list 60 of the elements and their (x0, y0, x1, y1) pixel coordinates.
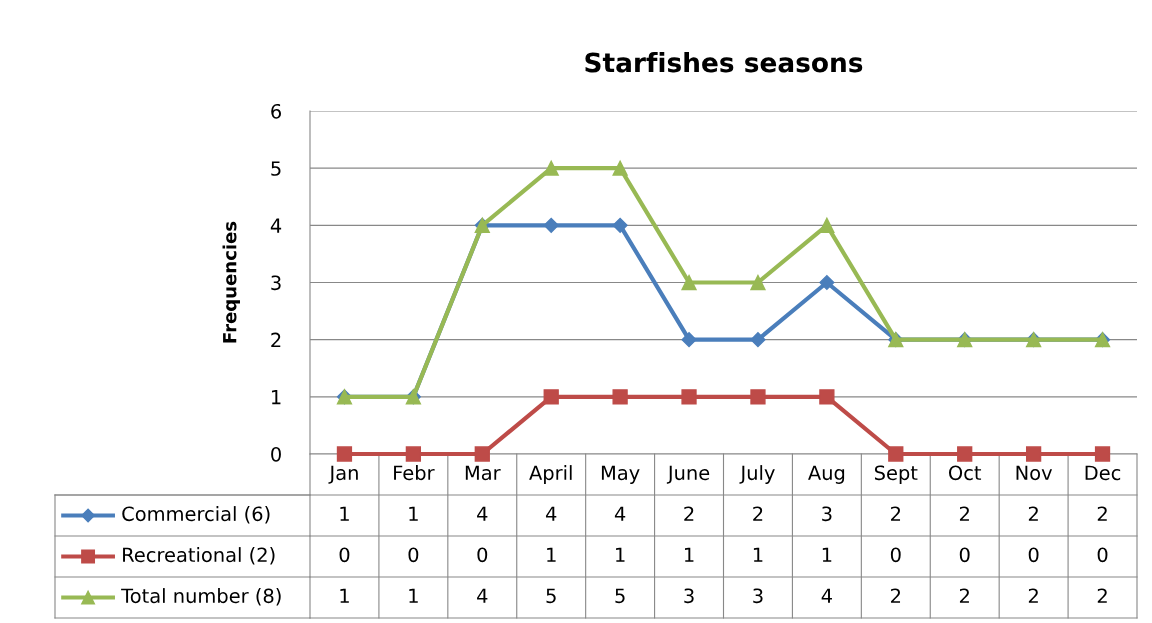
y-tick-label: 5 (271, 161, 281, 176)
data-label: 4 (545, 506, 557, 521)
x-tick-label: July (739, 465, 775, 484)
data-label: 0 (890, 547, 901, 563)
x-tick-label: Jan (328, 465, 358, 484)
data-label: 4 (477, 588, 488, 603)
data-label: 5 (546, 588, 556, 604)
x-tick-label: Nov (1016, 465, 1053, 481)
x-tick-label: April (529, 465, 572, 484)
data-label: 1 (753, 547, 763, 562)
y-tick-label: 2 (271, 332, 281, 348)
data-label: 5 (615, 588, 625, 604)
legend-label: Commercial (6) (122, 506, 270, 524)
data-label: 0 (959, 547, 970, 563)
data-label: 1 (822, 547, 832, 562)
data-label: 2 (959, 588, 969, 603)
y-tick-label: 3 (271, 275, 281, 291)
data-label: 1 (684, 547, 694, 562)
x-tick-label: Aug (808, 465, 845, 484)
data-label: 4 (614, 506, 626, 521)
data-label: 3 (822, 506, 832, 522)
data-label: 4 (477, 506, 488, 521)
data-label: 0 (1028, 547, 1039, 563)
data-label: 1 (409, 506, 418, 521)
y-tick-label: 6 (271, 103, 281, 119)
data-label: 2 (1097, 588, 1107, 603)
data-label: 2 (1028, 506, 1038, 521)
x-tick-label: May (601, 465, 640, 484)
data-label: 4 (821, 588, 832, 603)
data-label: 0 (1097, 547, 1108, 563)
data-label: 2 (1097, 506, 1107, 521)
legend-label: Total number (8) (121, 588, 281, 606)
data-label: 1 (547, 547, 556, 562)
data-label: 0 (477, 547, 488, 563)
data-label: 2 (891, 506, 901, 521)
y-tick-label: 1 (271, 390, 281, 405)
data-label: 3 (684, 588, 694, 604)
x-tick-label: June (666, 465, 710, 484)
y-tick-label: 0 (271, 446, 281, 462)
data-label: 2 (891, 588, 901, 603)
x-tick-label: Mar (465, 465, 501, 481)
data-label: 3 (753, 588, 763, 604)
y-tick-label: 4 (270, 218, 282, 233)
legend-label: Recreational (2) (123, 547, 275, 565)
chart-title: Starfishes seasons (585, 52, 863, 73)
x-tick-label: Dec (1085, 465, 1121, 481)
x-tick-label: Oct (948, 465, 982, 481)
data-label: 1 (340, 506, 349, 521)
y-axis-title: Frequencies (222, 221, 240, 343)
data-label: 2 (684, 506, 694, 521)
data-label: 0 (408, 547, 419, 563)
data-label: 1 (616, 547, 625, 562)
data-label: 2 (753, 506, 763, 521)
data-label: 0 (339, 547, 350, 563)
data-label: 1 (409, 588, 418, 603)
x-tick-label: Febr (394, 465, 435, 481)
data-label: 2 (1028, 588, 1038, 603)
data-label: 2 (959, 506, 969, 521)
data-label: 1 (340, 588, 349, 603)
x-tick-label: Sept (874, 465, 918, 484)
